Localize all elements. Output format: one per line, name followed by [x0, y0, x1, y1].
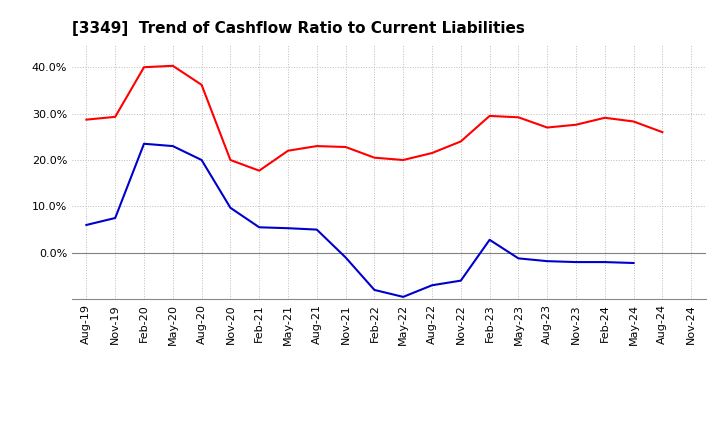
Free CF to Current Liabilities: [370, 287, 379, 293]
Operating CF to Current Liabilities: [514, 115, 523, 120]
Free CF to Current Liabilities: [341, 255, 350, 260]
Operating CF to Current Liabilities: [140, 65, 148, 70]
Operating CF to Current Liabilities: [197, 82, 206, 88]
Operating CF to Current Liabilities: [572, 122, 580, 127]
Operating CF to Current Liabilities: [168, 63, 177, 69]
Free CF to Current Liabilities: [600, 260, 609, 265]
Operating CF to Current Liabilities: [111, 114, 120, 120]
Operating CF to Current Liabilities: [629, 119, 638, 124]
Free CF to Current Liabilities: [312, 227, 321, 232]
Operating CF to Current Liabilities: [600, 115, 609, 121]
Free CF to Current Liabilities: [456, 278, 465, 283]
Free CF to Current Liabilities: [284, 226, 292, 231]
Line: Operating CF to Current Liabilities: Operating CF to Current Liabilities: [86, 66, 662, 171]
Operating CF to Current Liabilities: [255, 168, 264, 173]
Free CF to Current Liabilities: [629, 260, 638, 266]
Free CF to Current Liabilities: [543, 259, 552, 264]
Operating CF to Current Liabilities: [82, 117, 91, 122]
Operating CF to Current Liabilities: [543, 125, 552, 130]
Free CF to Current Liabilities: [197, 158, 206, 163]
Free CF to Current Liabilities: [485, 237, 494, 242]
Free CF to Current Liabilities: [255, 225, 264, 230]
Free CF to Current Liabilities: [514, 256, 523, 261]
Operating CF to Current Liabilities: [226, 158, 235, 163]
Operating CF to Current Liabilities: [341, 144, 350, 150]
Operating CF to Current Liabilities: [284, 148, 292, 154]
Operating CF to Current Liabilities: [456, 139, 465, 144]
Operating CF to Current Liabilities: [399, 158, 408, 163]
Operating CF to Current Liabilities: [658, 129, 667, 135]
Operating CF to Current Liabilities: [370, 155, 379, 160]
Free CF to Current Liabilities: [140, 141, 148, 147]
Legend: Operating CF to Current Liabilities, Free CF to Current Liabilities: Operating CF to Current Liabilities, Fre…: [151, 438, 626, 440]
Free CF to Current Liabilities: [111, 215, 120, 220]
Text: [3349]  Trend of Cashflow Ratio to Current Liabilities: [3349] Trend of Cashflow Ratio to Curren…: [72, 21, 525, 36]
Free CF to Current Liabilities: [399, 294, 408, 300]
Free CF to Current Liabilities: [572, 260, 580, 265]
Free CF to Current Liabilities: [428, 282, 436, 288]
Operating CF to Current Liabilities: [485, 113, 494, 118]
Line: Free CF to Current Liabilities: Free CF to Current Liabilities: [86, 144, 634, 297]
Operating CF to Current Liabilities: [428, 150, 436, 156]
Free CF to Current Liabilities: [226, 205, 235, 210]
Free CF to Current Liabilities: [168, 143, 177, 149]
Free CF to Current Liabilities: [82, 222, 91, 227]
Operating CF to Current Liabilities: [312, 143, 321, 149]
